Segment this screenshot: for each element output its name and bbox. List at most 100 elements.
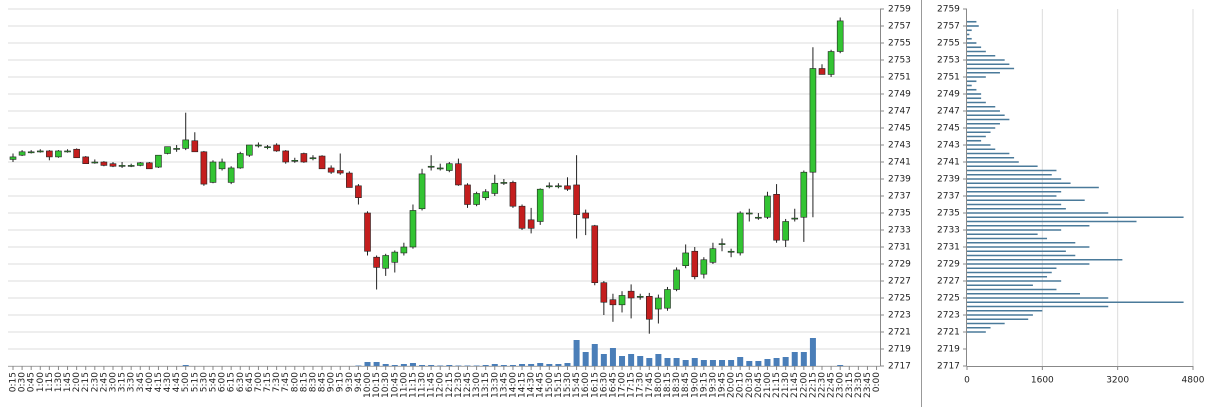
x-tick-label: 18:45 bbox=[681, 372, 691, 398]
candle-body bbox=[382, 255, 389, 269]
x-tick-label: 14:30 bbox=[527, 372, 537, 398]
x-tick-label: 6:30 bbox=[236, 372, 246, 392]
volume-bar bbox=[555, 364, 562, 366]
x-tick-label: 6:00 bbox=[218, 372, 228, 392]
volume-bar bbox=[437, 365, 444, 366]
candle-body bbox=[691, 250, 699, 278]
x-tick-label: 16:45 bbox=[608, 372, 618, 398]
x-tick-label: 5:00 bbox=[181, 372, 191, 392]
candle-body bbox=[582, 212, 589, 219]
volume-bar bbox=[673, 358, 680, 366]
candle-body bbox=[627, 290, 635, 299]
x-tick-label: 6:45 bbox=[245, 372, 255, 392]
y-tick-label: 2743 bbox=[937, 141, 960, 151]
volume-bar bbox=[791, 352, 798, 366]
candle-body bbox=[509, 182, 517, 207]
x-tick-label: 2:30 bbox=[90, 372, 100, 392]
x-tick-label: 17:30 bbox=[636, 372, 646, 398]
candle-body bbox=[400, 246, 408, 254]
x-tick-label: 21:00 bbox=[763, 372, 773, 398]
candle-body bbox=[455, 163, 462, 186]
volume-bar bbox=[400, 364, 407, 366]
volume-bar bbox=[464, 365, 471, 366]
x-tick-label: 0:00 bbox=[872, 372, 882, 392]
x-tick-label: 15:00 bbox=[545, 372, 555, 398]
x-tick-label: 9:30 bbox=[345, 372, 355, 392]
candle-body bbox=[609, 299, 617, 306]
candle-body bbox=[218, 161, 226, 170]
volume-bar bbox=[600, 354, 607, 366]
x-tick-label: 23:00 bbox=[836, 372, 846, 398]
candle-body bbox=[109, 163, 117, 167]
volume-bar bbox=[664, 358, 671, 366]
candle-body bbox=[391, 251, 399, 263]
volume-bar bbox=[491, 364, 498, 366]
x-tick-label: 0:45 bbox=[27, 372, 37, 392]
x-tick-label: 12:30 bbox=[454, 372, 464, 398]
x-tick-label: 4:45 bbox=[172, 372, 182, 392]
x-tick-label: 1:15 bbox=[45, 372, 55, 392]
candle-body bbox=[409, 210, 417, 248]
y-tick-label: 2721 bbox=[937, 328, 960, 338]
x-tick-label: 9:00 bbox=[327, 372, 337, 392]
candle-body bbox=[818, 68, 826, 75]
candle-body bbox=[236, 153, 244, 169]
y-tick-label: 2741 bbox=[888, 158, 911, 168]
volume-bar bbox=[800, 352, 807, 366]
x-tick-label: 3:45 bbox=[136, 372, 146, 392]
x-tick-label: 7:30 bbox=[272, 372, 282, 392]
x-tick-label: 12:45 bbox=[463, 372, 473, 398]
y-tick-label: 2751 bbox=[888, 73, 911, 83]
candle-body bbox=[645, 295, 653, 320]
volume-bar bbox=[709, 360, 716, 366]
x-tick-label: 12:15 bbox=[445, 372, 455, 398]
x-tick-label: 4800 bbox=[1182, 376, 1205, 386]
x-tick-label: 15:15 bbox=[554, 372, 564, 398]
x-tick-label: 13:30 bbox=[490, 372, 500, 398]
x-tick-label: 21:15 bbox=[772, 372, 782, 398]
volume-bar bbox=[428, 365, 435, 366]
x-tick-label: 0:15 bbox=[9, 372, 19, 392]
volume-bar bbox=[637, 356, 644, 366]
x-tick-label: 6:15 bbox=[227, 372, 237, 392]
candle-body bbox=[482, 191, 489, 198]
x-tick-label: 21:45 bbox=[790, 372, 800, 398]
y-tick-label: 2723 bbox=[937, 311, 960, 321]
x-tick-label: 22:15 bbox=[808, 372, 818, 398]
y-tick-label: 2719 bbox=[937, 345, 960, 355]
volume-bar bbox=[764, 359, 771, 366]
y-tick-label: 2749 bbox=[888, 90, 911, 100]
x-tick-label: 3:00 bbox=[108, 372, 118, 392]
x-tick-label: 17:15 bbox=[627, 372, 637, 398]
volume-bar bbox=[700, 360, 707, 366]
y-tick-label: 2735 bbox=[937, 209, 960, 219]
candle-body bbox=[155, 154, 162, 168]
x-tick-label: 3:30 bbox=[127, 372, 137, 392]
x-tick-label: 23:30 bbox=[854, 372, 864, 398]
volume-bar bbox=[373, 362, 380, 366]
candle-body bbox=[200, 151, 208, 185]
candle-body bbox=[527, 219, 535, 229]
volume-bar bbox=[364, 362, 371, 366]
candle-body bbox=[664, 289, 671, 309]
candle-body bbox=[309, 157, 317, 160]
y-tick-label: 2717 bbox=[937, 362, 960, 372]
y-tick-label: 2735 bbox=[888, 209, 911, 219]
y-tick-label: 2737 bbox=[888, 192, 911, 202]
candle-body bbox=[36, 150, 44, 153]
candle-body bbox=[755, 216, 762, 219]
x-tick-label: 8:00 bbox=[290, 372, 300, 392]
x-tick-label: 9:45 bbox=[354, 372, 364, 392]
x-tick-label: 22:30 bbox=[818, 372, 828, 398]
x-tick-label: 17:45 bbox=[645, 372, 655, 398]
candle-body bbox=[773, 194, 780, 241]
volume-bar bbox=[655, 354, 662, 366]
y-tick-label: 2725 bbox=[937, 294, 960, 304]
x-tick-label: 18:15 bbox=[663, 372, 673, 398]
x-tick-label: 20:15 bbox=[736, 372, 746, 398]
y-tick-label: 2747 bbox=[937, 107, 960, 117]
candle-body bbox=[73, 148, 80, 159]
volume-bar bbox=[682, 360, 689, 366]
volume-bar bbox=[728, 360, 735, 366]
candle-body bbox=[500, 182, 508, 184]
